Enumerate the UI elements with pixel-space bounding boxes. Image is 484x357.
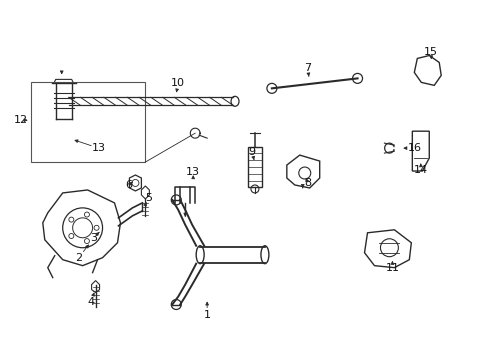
Text: 16: 16 — [407, 143, 421, 153]
Text: 12: 12 — [14, 115, 28, 125]
Text: 8: 8 — [303, 178, 311, 188]
Text: 3: 3 — [90, 233, 97, 243]
Text: 15: 15 — [424, 47, 438, 57]
Text: 2: 2 — [75, 253, 82, 263]
Bar — [31, 82, 145, 162]
Text: 9: 9 — [248, 147, 255, 157]
Text: 13: 13 — [186, 167, 200, 177]
Text: 6: 6 — [125, 180, 132, 190]
Text: 7: 7 — [303, 64, 311, 74]
Text: 5: 5 — [145, 193, 151, 203]
Text: 14: 14 — [413, 165, 427, 175]
Text: 1: 1 — [203, 311, 210, 321]
Text: 13: 13 — [91, 143, 106, 153]
Text: 11: 11 — [385, 263, 399, 273]
Bar — [247, 147, 261, 187]
Text: 10: 10 — [171, 79, 185, 89]
Text: 4: 4 — [87, 297, 94, 307]
